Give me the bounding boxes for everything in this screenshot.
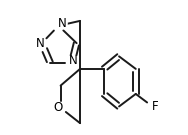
Circle shape: [35, 37, 46, 49]
Circle shape: [56, 18, 68, 30]
Circle shape: [149, 101, 161, 112]
Text: N: N: [58, 17, 66, 30]
Text: N: N: [69, 54, 77, 67]
Text: N: N: [36, 37, 45, 50]
Circle shape: [67, 55, 79, 66]
Text: O: O: [53, 101, 62, 114]
Circle shape: [52, 102, 64, 114]
Text: F: F: [152, 100, 158, 113]
